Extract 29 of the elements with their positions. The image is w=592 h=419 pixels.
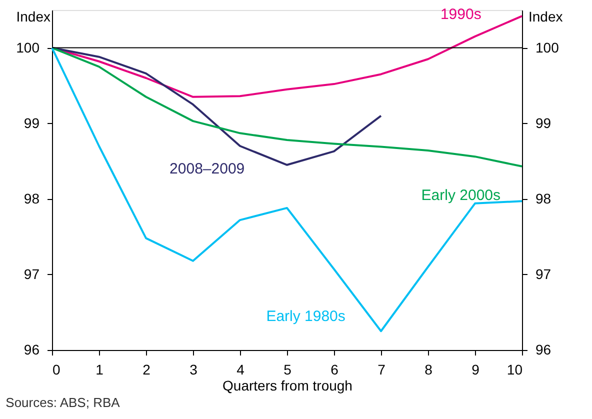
series-label: Early 1980s — [266, 308, 346, 325]
y-tick-label: 100 — [16, 39, 40, 56]
y2-tick-label: 97 — [536, 266, 552, 282]
x-axis-title: Quarters from trough — [222, 378, 352, 394]
y-tick-label: 98 — [24, 190, 40, 206]
series-label: 2008–2009 — [170, 160, 245, 178]
x-tick-label: 6 — [330, 362, 339, 378]
y-axis-title: Index — [16, 8, 50, 24]
x-tick-label: 1 — [96, 362, 104, 378]
y2-axis-title: Index — [528, 8, 563, 24]
x-tick-label: 3 — [190, 362, 198, 378]
series-label: 1990s — [440, 6, 482, 23]
y2-tick-label: 99 — [536, 114, 552, 131]
x-tick-label: 9 — [472, 362, 480, 378]
source-note: Sources: ABS; RBA — [6, 395, 120, 410]
y-tick-label: 96 — [24, 342, 40, 358]
x-tick-label: 0 — [52, 362, 60, 378]
x-tick-label: 5 — [284, 362, 292, 378]
y2-tick-label: 96 — [536, 342, 552, 358]
y2-tick-label: 98 — [536, 190, 552, 206]
y-tick-label: 99 — [24, 114, 40, 131]
x-tick-label: 10 — [506, 362, 523, 378]
y2-tick-label: 100 — [536, 39, 560, 56]
series-label: Early 2000s — [421, 187, 501, 204]
y-tick-label: 97 — [24, 266, 40, 282]
x-tick-label: 4 — [236, 362, 245, 378]
x-tick-label: 8 — [424, 362, 433, 378]
x-tick-label: 7 — [378, 362, 386, 378]
x-tick-label: 2 — [142, 362, 151, 378]
